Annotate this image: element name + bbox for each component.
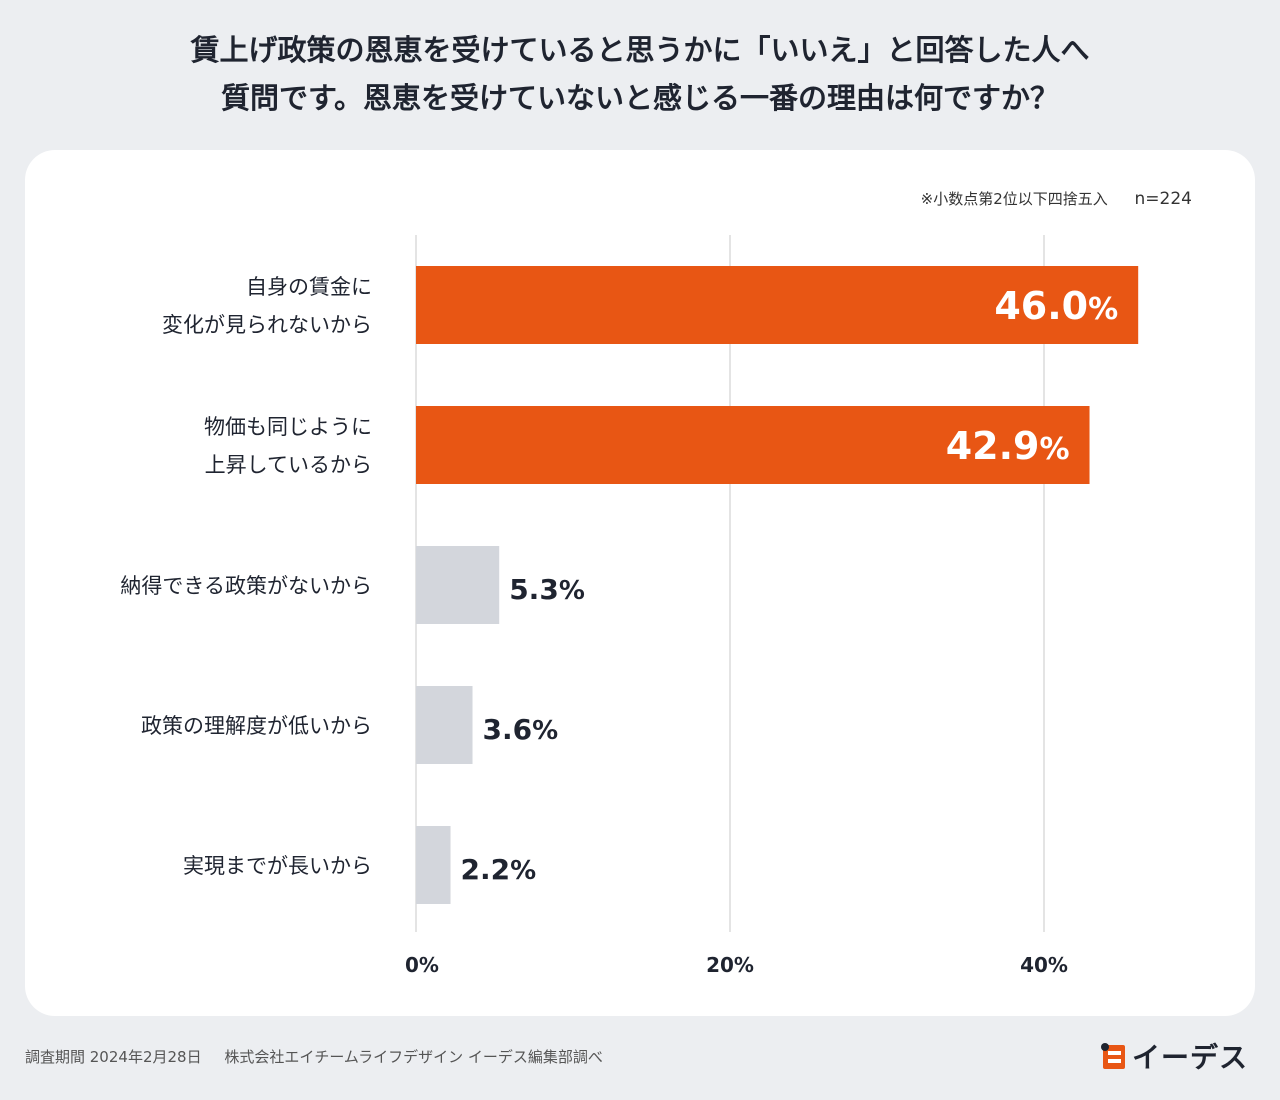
- chart-title: 賃上げ政策の恩恵を受けていると思うかに「いいえ」と回答した人へ 質問です。恩恵を…: [0, 26, 1280, 122]
- data-label: 42.9%: [946, 424, 1070, 468]
- survey-period: 調査期間 2024年2月28日: [25, 1048, 202, 1066]
- x-tick-label: 20%: [706, 953, 754, 977]
- bar: [416, 406, 1090, 484]
- brand-logo: イーデス: [1100, 1036, 1248, 1076]
- category-label: 変化が見られないから: [162, 313, 372, 337]
- sample-size: n=224: [1134, 189, 1192, 209]
- footer: 調査期間 2024年2月28日 株式会社エイチームライフデザイン イーデス編集部…: [25, 1046, 603, 1067]
- data-label: 2.2%: [461, 853, 537, 886]
- chart-note: ※小数点第2位以下四捨五入 n=224: [921, 188, 1192, 209]
- data-label: 3.6%: [483, 713, 559, 746]
- x-tick-label: 40%: [1020, 953, 1068, 977]
- logo-mark-icon: [1100, 1043, 1125, 1069]
- rounding-note: ※小数点第2位以下四捨五入: [920, 190, 1108, 208]
- category-label: 実現までが長いから: [183, 854, 372, 878]
- title-line-2: 質問です。恩恵を受けていないと感じる一番の理由は何ですか？: [220, 81, 1060, 115]
- category-label: 上昇しているから: [205, 453, 372, 477]
- category-label: 自身の賃金に: [246, 275, 372, 299]
- title-line-1: 賃上げ政策の恩恵を受けていると思うかに「いいえ」と回答した人へ: [190, 33, 1090, 67]
- bar: [416, 686, 473, 764]
- category-label: 政策の理解度が低いから: [141, 714, 372, 738]
- x-tick-label: 0%: [405, 953, 439, 977]
- logo-text: イーデス: [1131, 1041, 1248, 1074]
- category-label: 物価も同じように: [204, 415, 372, 439]
- data-label: 5.3%: [509, 573, 585, 606]
- bar: [416, 546, 500, 624]
- data-label: 46.0%: [994, 284, 1118, 328]
- bar: [416, 266, 1139, 344]
- category-label: 納得できる政策がないから: [120, 574, 372, 598]
- source-company: 株式会社エイチームライフデザイン イーデス編集部調べ: [224, 1048, 603, 1066]
- bar: [416, 826, 451, 904]
